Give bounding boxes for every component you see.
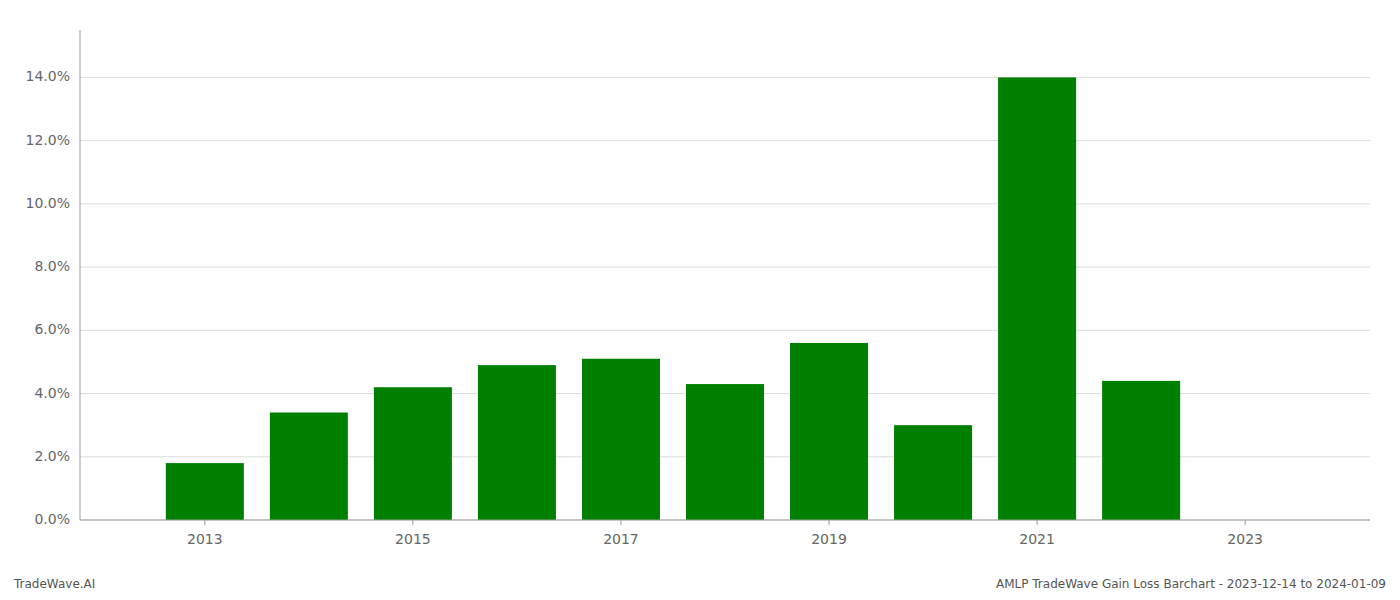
y-tick-label: 12.0% — [26, 132, 70, 148]
bar — [686, 384, 764, 520]
x-tick — [1245, 520, 1246, 525]
y-tick-label: 2.0% — [34, 448, 70, 464]
bar — [478, 365, 556, 520]
grid-line — [80, 140, 1370, 141]
x-axis-line — [80, 520, 1370, 521]
grid — [80, 77, 1370, 520]
bar — [894, 425, 972, 520]
footer-text: AMLP TradeWave Gain Loss Barchart - 2023… — [996, 577, 1386, 591]
bar — [270, 413, 348, 520]
bar — [166, 463, 244, 520]
x-tick — [829, 520, 830, 525]
bar — [1102, 381, 1180, 520]
x-tick-label: 2015 — [395, 531, 431, 547]
chart: 0.0%2.0%4.0%6.0%8.0%10.0%12.0%14.0%20132… — [0, 0, 1400, 600]
grid-line — [80, 520, 1370, 521]
y-tick-label: 4.0% — [34, 385, 70, 401]
grid-line — [80, 330, 1370, 331]
bars — [166, 77, 1180, 520]
x-tick-label: 2021 — [1019, 531, 1055, 547]
chart-container: 0.0%2.0%4.0%6.0%8.0%10.0%12.0%14.0%20132… — [0, 0, 1400, 600]
x-tick-label: 2013 — [187, 531, 223, 547]
bar — [374, 387, 452, 520]
x-tick-label: 2023 — [1227, 531, 1263, 547]
bar — [582, 359, 660, 520]
x-tick-label: 2017 — [603, 531, 639, 547]
y-tick-label: 10.0% — [26, 195, 70, 211]
x-tick — [204, 520, 205, 525]
bar — [790, 343, 868, 520]
footer-text: TradeWave.AI — [13, 577, 95, 591]
y-tick-label: 0.0% — [34, 511, 70, 527]
y-axis: 0.0% 2.0% 4.0% 6.0% 8.0% 10.0% 12.0% 14.0% — [26, 68, 70, 527]
y-tick-label: 6.0% — [34, 321, 70, 337]
bar — [998, 77, 1076, 520]
grid-line — [80, 267, 1370, 268]
y-tick-label: 8.0% — [34, 258, 70, 274]
x-tick — [620, 520, 621, 525]
x-tick-label: 2019 — [811, 531, 847, 547]
grid-line — [80, 203, 1370, 204]
grid-line — [80, 77, 1370, 78]
y-tick-label: 14.0% — [26, 68, 70, 84]
x-tick — [1037, 520, 1038, 525]
x-axis: 2013 2015 2017 2019 2021 2023 — [187, 520, 1263, 547]
y-axis-line — [80, 30, 81, 520]
x-tick — [412, 520, 413, 525]
